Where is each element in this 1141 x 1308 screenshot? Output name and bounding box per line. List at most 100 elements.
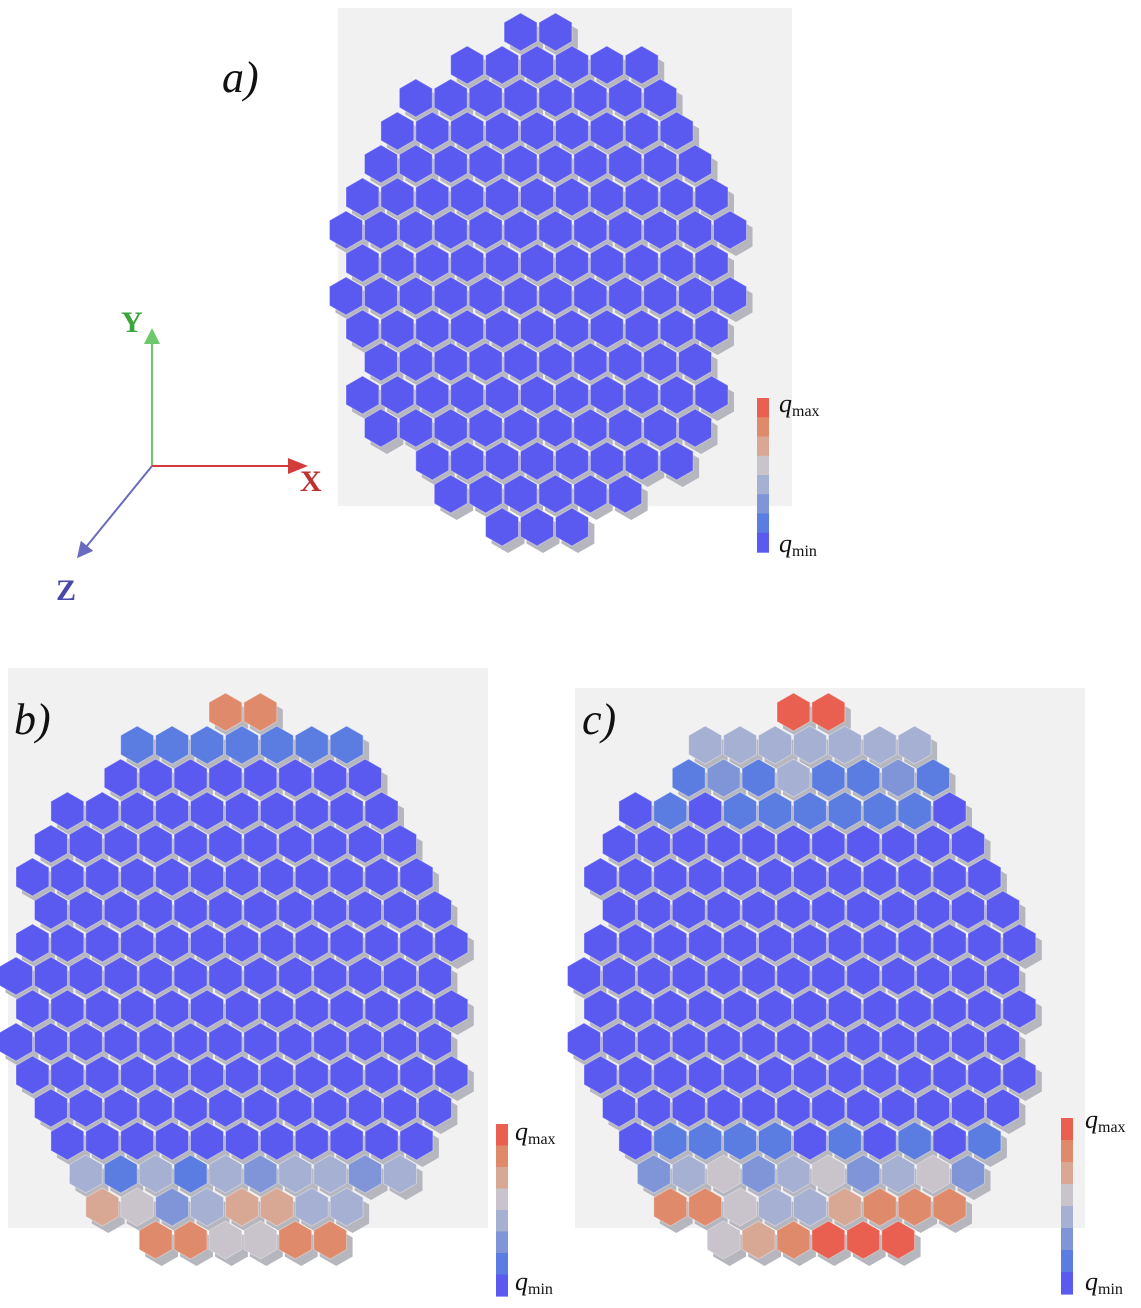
- hex-cell: [85, 1121, 120, 1161]
- hex-cell: [862, 1187, 897, 1227]
- hex-cell: [671, 758, 706, 798]
- hex-cell: [208, 824, 243, 864]
- hex-cell: [608, 408, 643, 448]
- hex-cell: [225, 989, 259, 1029]
- hex-cell: [643, 78, 678, 118]
- hex-cell: [434, 1055, 469, 1095]
- hex-cell: [313, 1154, 348, 1194]
- hex-cell: [34, 956, 68, 996]
- colorbar-segment: [1061, 1118, 1073, 1141]
- colorbar-segment: [1061, 1162, 1073, 1185]
- hex-cell: [225, 791, 259, 831]
- hex-cell: [364, 857, 399, 897]
- hex-cell: [259, 857, 294, 897]
- hex-cell: [103, 956, 138, 996]
- hex-cell: [418, 956, 452, 996]
- hex-cell: [399, 857, 434, 897]
- hex-cell: [468, 210, 503, 250]
- hex-cell: [862, 1121, 897, 1161]
- hex-cell: [364, 989, 399, 1029]
- hex-cell: [741, 956, 776, 996]
- hex-cell: [15, 923, 50, 963]
- hex-cell: [68, 956, 103, 996]
- hex-cell: [793, 791, 827, 831]
- hex-cell: [364, 923, 399, 963]
- hex-cell: [120, 791, 155, 831]
- z-axis-line: [76, 465, 153, 559]
- hex-cell: [190, 923, 224, 963]
- hex-cell: [538, 276, 573, 316]
- hex-cell: [243, 1220, 278, 1260]
- hex-cell: [624, 309, 659, 349]
- hex-cell: [329, 1055, 364, 1095]
- hex-cell: [671, 824, 706, 864]
- colorbar-segment: [1061, 1206, 1073, 1229]
- hex-cell: [589, 111, 624, 151]
- colorbar-segment: [496, 1231, 508, 1254]
- hex-cell: [951, 956, 985, 996]
- hex-cell: [881, 890, 916, 930]
- hex-cell: [380, 111, 415, 151]
- colorbar-c-labels: qmax qmin: [1085, 1105, 1126, 1298]
- hex-cell: [589, 375, 624, 415]
- hex-cell: [694, 375, 729, 415]
- hex-cell: [951, 890, 985, 930]
- hex-cell: [643, 342, 678, 382]
- hex-cell: [348, 1088, 382, 1128]
- hex-cell: [415, 177, 450, 217]
- hex-cell: [399, 923, 434, 963]
- hex-cell: [399, 1121, 434, 1161]
- hex-cell: [278, 758, 313, 798]
- colorbar-segment: [1061, 1228, 1073, 1251]
- hex-cell: [862, 725, 897, 765]
- colorbar-segment: [757, 475, 769, 495]
- hex-cell: [329, 210, 363, 250]
- hex-cell: [758, 1187, 792, 1227]
- hex-cell: [120, 1055, 155, 1095]
- hex-cell: [688, 791, 723, 831]
- hex-cell: [706, 1220, 741, 1260]
- hex-cell: [329, 1121, 364, 1161]
- hex-cell: [415, 309, 450, 349]
- hex-cell: [811, 824, 846, 864]
- hex-cell: [259, 1187, 294, 1227]
- hex-cell: [678, 276, 712, 316]
- hex-cell: [398, 144, 433, 184]
- hex-cell: [278, 1022, 313, 1062]
- colorbar-c: [1061, 1118, 1073, 1295]
- hex-cell: [259, 1055, 294, 1095]
- hex-cell: [138, 1022, 173, 1062]
- hex-cell: [243, 956, 278, 996]
- hex-cell: [589, 45, 624, 85]
- hex-cell: [811, 758, 846, 798]
- hex-cell: [723, 791, 757, 831]
- hex-cell: [538, 342, 573, 382]
- hex-cell: [34, 824, 68, 864]
- hex-cell: [190, 857, 224, 897]
- hex-cell: [967, 1055, 1002, 1095]
- hex-cell: [120, 1121, 155, 1161]
- hex-cell: [364, 1055, 399, 1095]
- hex-cell: [259, 791, 294, 831]
- hex-cell: [589, 309, 624, 349]
- hex-cell: [694, 309, 729, 349]
- colorbar-segment: [496, 1210, 508, 1233]
- hex-cell: [624, 111, 659, 151]
- hex-cell: [50, 1055, 85, 1095]
- hex-cell: [688, 1055, 723, 1095]
- hex-cell: [345, 243, 380, 283]
- hex-cell: [103, 1088, 138, 1128]
- hex-cell: [688, 923, 723, 963]
- hex-cell: [1002, 989, 1037, 1029]
- hex-cell: [345, 375, 380, 415]
- hex-cell: [259, 923, 294, 963]
- hex-cell: [618, 1121, 653, 1161]
- hex-cell: [450, 177, 485, 217]
- hex-cell: [589, 177, 624, 217]
- hex-cell: [897, 989, 932, 1029]
- hex-cell: [433, 276, 468, 316]
- hex-cell: [15, 1055, 50, 1095]
- hex-cell: [485, 177, 519, 217]
- hex-cell: [706, 1022, 741, 1062]
- hex-cell: [103, 824, 138, 864]
